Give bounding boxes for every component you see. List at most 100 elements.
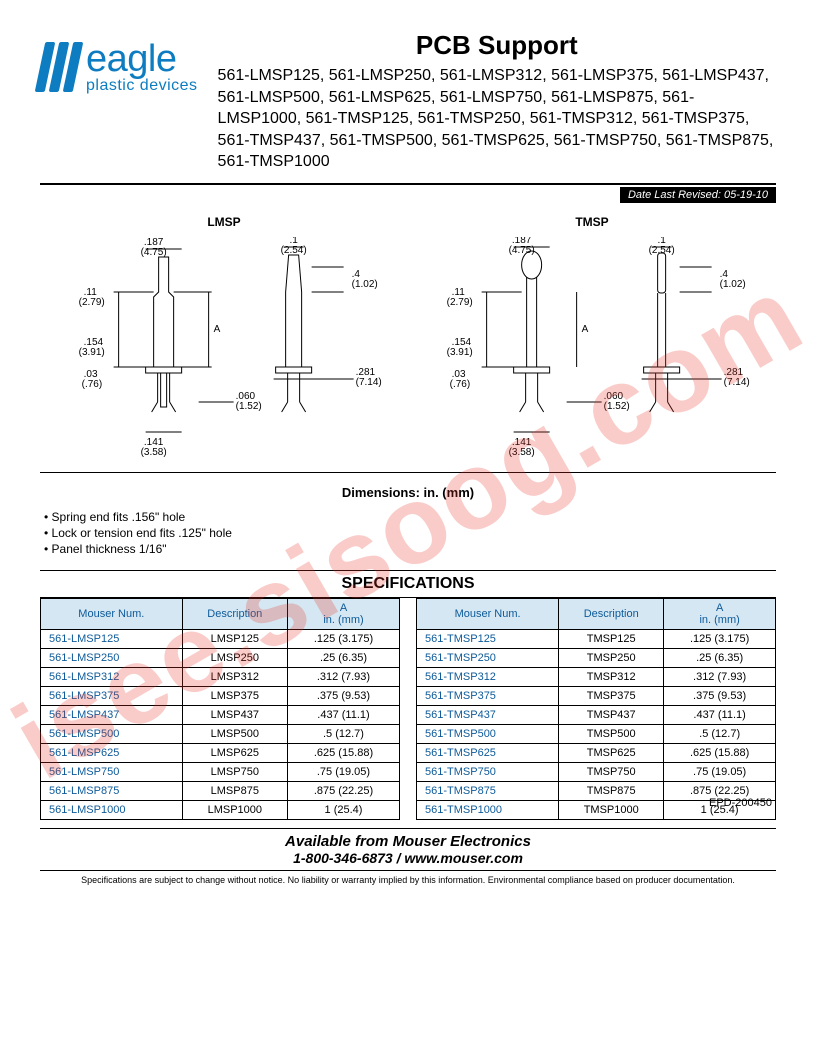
note-item: Panel thickness 1/16" (44, 542, 776, 556)
page-title: PCB Support (218, 30, 776, 61)
col-mouser: Mouser Num. (41, 598, 183, 629)
cell-mouser-num: 561-TMSP750 (417, 763, 559, 782)
cell-a-value: .125 (3.175) (664, 630, 776, 649)
date-revised-label: Date Last Revised: (628, 189, 721, 201)
note-item: Spring end fits .156" hole (44, 510, 776, 524)
cell-description: TMSP1000 (559, 801, 664, 820)
cell-description: TMSP750 (559, 763, 664, 782)
svg-text:(1.52): (1.52) (236, 401, 262, 412)
cell-mouser-num: 561-LMSP250 (41, 649, 183, 668)
svg-text:A: A (214, 324, 221, 335)
cell-mouser-num: 561-TMSP125 (417, 630, 559, 649)
specifications-heading: SPECIFICATIONS (40, 570, 776, 598)
cell-description: LMSP750 (182, 763, 287, 782)
svg-text:(3.91): (3.91) (447, 347, 473, 358)
col-a: Ain. (mm) (664, 598, 776, 629)
cell-a-value: .375 (9.53) (664, 687, 776, 706)
diagram-lmsp-label: LMSP (47, 215, 400, 229)
svg-text:(2.79): (2.79) (447, 297, 473, 308)
spec-table-left: Mouser Num. Description Ain. (mm) 561-LM… (40, 598, 400, 820)
svg-text:(.76): (.76) (450, 379, 471, 390)
cell-description: TMSP250 (559, 649, 664, 668)
cell-a-value: 1 (25.4) (664, 801, 776, 820)
date-revised-value: 05-19-10 (724, 189, 768, 201)
cell-a-value: .875 (22.25) (664, 782, 776, 801)
dimensions-note: Dimensions: in. (mm) (40, 485, 776, 500)
cell-a-value: 1 (25.4) (287, 801, 399, 820)
cell-description: TMSP125 (559, 630, 664, 649)
table-row: 561-TMSP875TMSP875.875 (22.25) (417, 782, 776, 801)
cell-mouser-num: 561-LMSP875 (41, 782, 183, 801)
cell-description: TMSP875 (559, 782, 664, 801)
diagram-lmsp-svg: .187 (4.75) .1 (2.54) .4 (1.02) .11 (2.7… (47, 237, 400, 457)
header: eagle plastic devices PCB Support 561-LM… (40, 30, 776, 173)
table-row: 561-LMSP125LMSP125.125 (3.175) (41, 630, 400, 649)
cell-a-value: .437 (11.1) (287, 706, 399, 725)
table-row: 561-LMSP1000LMSP10001 (25.4) (41, 801, 400, 820)
svg-text:(1.52): (1.52) (604, 401, 630, 412)
diagram-lmsp: LMSP (47, 215, 400, 462)
table-row: 561-TMSP312TMSP312.312 (7.93) (417, 668, 776, 687)
divider-top (40, 183, 776, 185)
cell-description: TMSP500 (559, 725, 664, 744)
cell-mouser-num: 561-TMSP437 (417, 706, 559, 725)
logo: eagle plastic devices (40, 40, 198, 94)
svg-text:(2.54): (2.54) (281, 245, 307, 256)
cell-mouser-num: 561-LMSP312 (41, 668, 183, 687)
cell-a-value: .375 (9.53) (287, 687, 399, 706)
date-revised-badge: Date Last Revised: 05-19-10 (620, 187, 776, 203)
cell-mouser-num: 561-TMSP250 (417, 649, 559, 668)
svg-text:(3.58): (3.58) (141, 447, 167, 457)
cell-mouser-num: 561-TMSP500 (417, 725, 559, 744)
diagram-tmsp-label: TMSP (415, 215, 768, 229)
cell-mouser-num: 561-TMSP1000 (417, 801, 559, 820)
cell-a-value: .25 (6.35) (664, 649, 776, 668)
cell-mouser-num: 561-TMSP875 (417, 782, 559, 801)
cell-a-value: .625 (15.88) (287, 744, 399, 763)
footer: EPD-200450 Available from Mouser Electro… (40, 828, 776, 885)
spec-tables: Mouser Num. Description Ain. (mm) 561-LM… (40, 598, 776, 820)
svg-text:(2.54): (2.54) (649, 245, 675, 256)
table-row: 561-TMSP125TMSP125.125 (3.175) (417, 630, 776, 649)
cell-mouser-num: 561-TMSP375 (417, 687, 559, 706)
cell-a-value: .5 (12.7) (664, 725, 776, 744)
table-row: 561-TMSP750TMSP750.75 (19.05) (417, 763, 776, 782)
diagrams-row: LMSP (40, 215, 776, 462)
cell-description: TMSP312 (559, 668, 664, 687)
cell-a-value: .312 (7.93) (664, 668, 776, 687)
cell-mouser-num: 561-LMSP437 (41, 706, 183, 725)
cell-mouser-num: 561-LMSP625 (41, 744, 183, 763)
svg-text:(2.79): (2.79) (79, 297, 105, 308)
table-row: 561-LMSP750LMSP750.75 (19.05) (41, 763, 400, 782)
table-row: 561-TMSP625TMSP625.625 (15.88) (417, 744, 776, 763)
spec-table-right: Mouser Num. Description Ain. (mm) 561-TM… (416, 598, 776, 820)
cell-mouser-num: 561-TMSP625 (417, 744, 559, 763)
cell-mouser-num: 561-LMSP125 (41, 630, 183, 649)
cell-description: LMSP625 (182, 744, 287, 763)
table-row: 561-TMSP375TMSP375.375 (9.53) (417, 687, 776, 706)
table-row: 561-LMSP312LMSP312.312 (7.93) (41, 668, 400, 687)
cell-mouser-num: 561-LMSP500 (41, 725, 183, 744)
cell-description: TMSP625 (559, 744, 664, 763)
table-row: 561-LMSP437LMSP437.437 (11.1) (41, 706, 400, 725)
footer-available: Available from Mouser Electronics (40, 833, 776, 850)
svg-text:(4.75): (4.75) (141, 247, 167, 258)
cell-a-value: .75 (19.05) (664, 763, 776, 782)
cell-a-value: .5 (12.7) (287, 725, 399, 744)
svg-text:A: A (582, 324, 589, 335)
svg-text:(7.14): (7.14) (724, 377, 750, 388)
cell-mouser-num: 561-TMSP312 (417, 668, 559, 687)
cell-description: LMSP437 (182, 706, 287, 725)
footer-disclaimer: Specifications are subject to change wit… (40, 875, 776, 885)
logo-bars-icon (40, 42, 78, 92)
svg-text:(.76): (.76) (82, 379, 103, 390)
footer-contact: 1-800-346-6873 / www.mouser.com (40, 850, 776, 871)
cell-a-value: .75 (19.05) (287, 763, 399, 782)
cell-a-value: .875 (22.25) (287, 782, 399, 801)
table-row: 561-TMSP250TMSP250.25 (6.35) (417, 649, 776, 668)
part-number-list: 561-LMSP125, 561-LMSP250, 561-LMSP312, 5… (218, 65, 776, 173)
cell-description: LMSP1000 (182, 801, 287, 820)
cell-a-value: .25 (6.35) (287, 649, 399, 668)
cell-description: LMSP500 (182, 725, 287, 744)
divider-mid (40, 472, 776, 473)
